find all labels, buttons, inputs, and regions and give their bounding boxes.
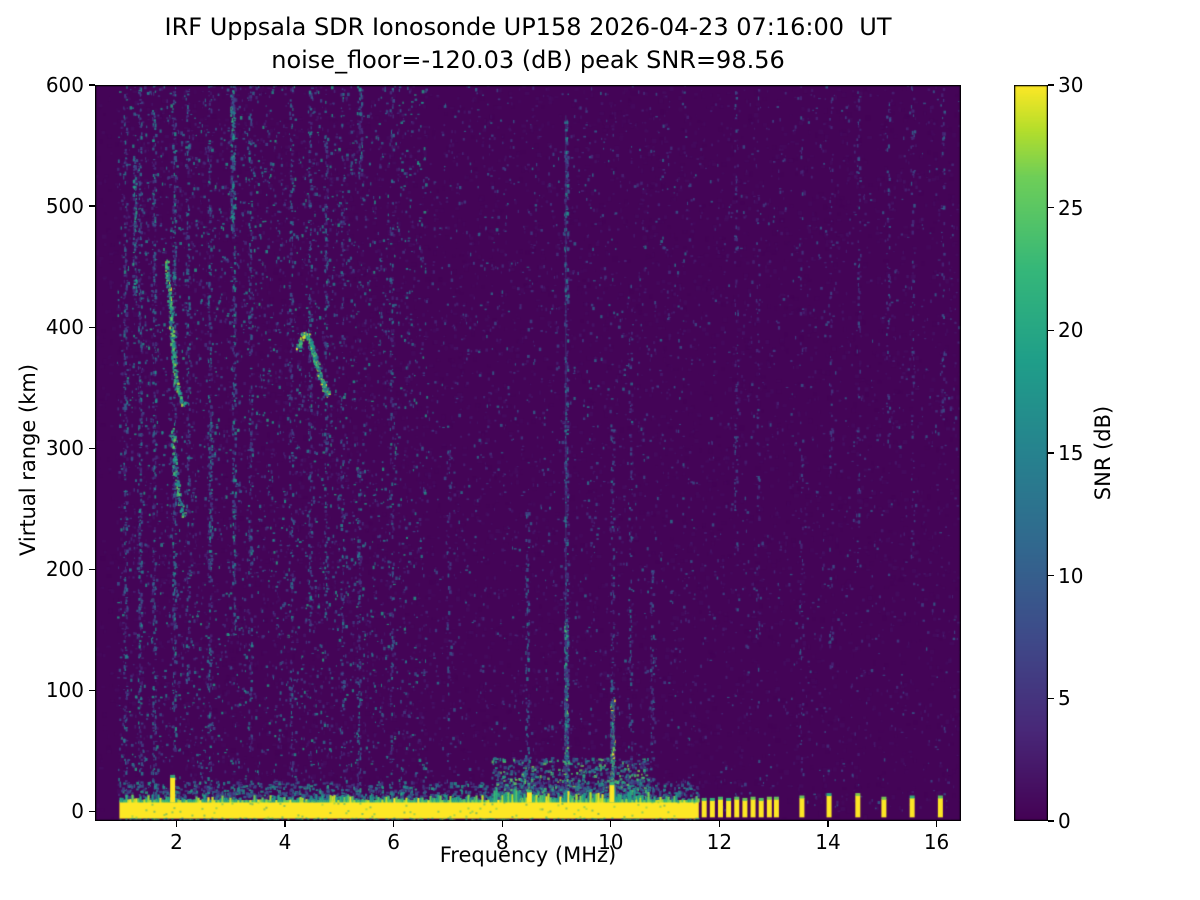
x-tick-mark [827, 821, 829, 827]
y-tick-label: 300 [45, 436, 84, 461]
y-tick-mark [89, 205, 95, 207]
colorbar-tick-mark [1048, 452, 1054, 454]
x-tick-mark [393, 821, 395, 827]
x-tick-mark [718, 821, 720, 827]
colorbar-tick-mark [1048, 84, 1054, 86]
colorbar-gradient [1014, 85, 1048, 821]
x-tick-label: 16 [923, 830, 950, 854]
colorbar-tick-label: 0 [1058, 809, 1071, 833]
colorbar-tick-label: 25 [1058, 195, 1084, 220]
y-tick-label: 200 [45, 557, 84, 582]
y-tick-mark [89, 810, 95, 812]
y-tick-label: 600 [45, 73, 84, 97]
colorbar-tick-mark [1048, 820, 1054, 822]
x-tick-mark [284, 821, 286, 827]
colorbar-tick-mark [1048, 575, 1054, 577]
chart-subtitle: noise_floor=-120.03 (dB) peak SNR=98.56 [271, 46, 785, 74]
y-tick-label: 500 [45, 194, 84, 219]
x-tick-label: 6 [387, 830, 400, 854]
colorbar-tick-label: 15 [1058, 441, 1084, 465]
x-tick-mark [610, 821, 612, 827]
y-tick-label: 100 [45, 678, 84, 703]
x-tick-mark [175, 821, 178, 827]
colorbar-tick-label: 5 [1058, 686, 1071, 711]
y-tick-label: 400 [45, 315, 84, 340]
x-tick-label: 8 [495, 830, 509, 854]
y-tick-mark [89, 689, 95, 691]
colorbar-tick-mark [1048, 329, 1054, 331]
x-tick-label: 12 [706, 830, 733, 854]
x-tick-label: 2 [170, 830, 183, 854]
y-tick-mark [89, 326, 95, 328]
x-tick-label: 14 [815, 830, 841, 854]
colorbar-tick-label: 20 [1058, 318, 1084, 343]
y-tick-mark [89, 84, 95, 86]
x-tick-label: 4 [278, 830, 292, 854]
chart-title: IRF Uppsala SDR Ionosonde UP158 2026-04-… [164, 13, 892, 41]
x-tick-label: 10 [598, 830, 624, 854]
y-tick-label: 0 [71, 799, 84, 824]
x-axis-label: Frequency (MHz) [439, 843, 617, 867]
colorbar-tick-mark [1048, 207, 1054, 209]
y-tick-mark [89, 568, 95, 570]
y-tick-mark [89, 447, 95, 449]
x-tick-mark [501, 821, 503, 827]
colorbar-tick-label: 30 [1058, 73, 1084, 97]
x-tick-mark [935, 821, 938, 827]
ionogram-heatmap-canvas [95, 85, 961, 821]
colorbar-tick-label: 10 [1058, 563, 1084, 588]
colorbar-tick-mark [1048, 697, 1054, 699]
